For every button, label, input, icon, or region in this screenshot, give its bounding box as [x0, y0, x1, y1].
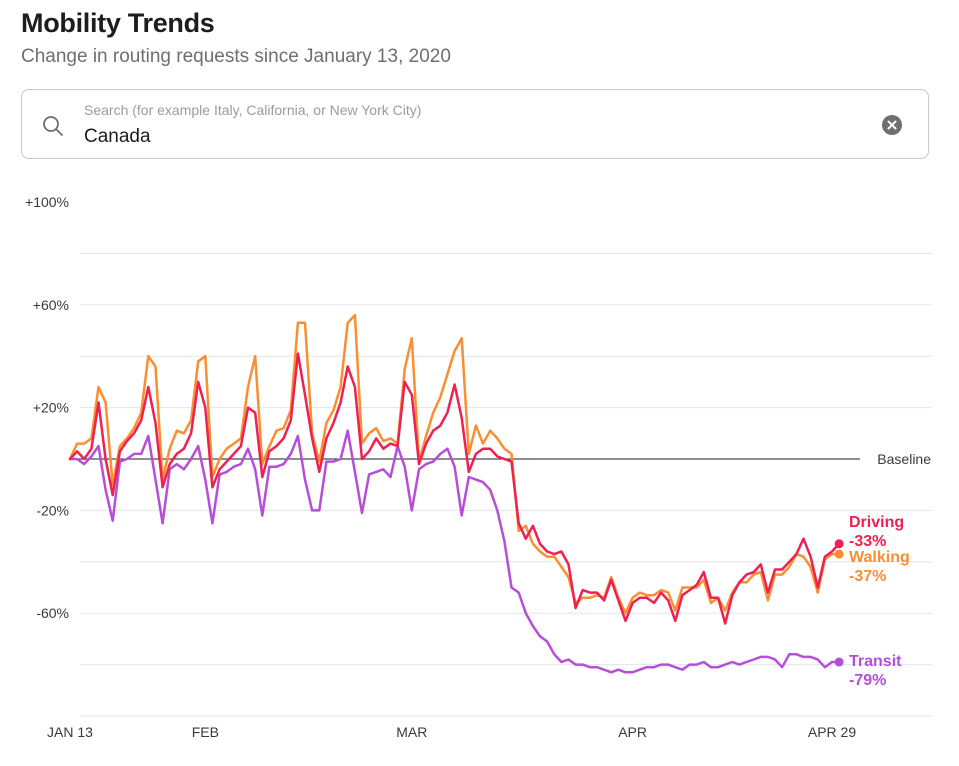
search-input[interactable] — [84, 126, 864, 148]
y-tick-label: +100% — [25, 194, 69, 210]
series-line-walking — [68, 313, 841, 615]
series-endpoint-walking — [834, 549, 844, 559]
x-tick-label: FEB — [192, 724, 219, 740]
y-tick-label: -20% — [36, 502, 69, 518]
y-tick-label: +20% — [33, 400, 69, 416]
series-label-transit: Transit — [849, 653, 902, 670]
series-value-driving: -33% — [849, 533, 886, 550]
series-label-driving: Driving — [849, 514, 904, 531]
baseline-label: Baseline — [877, 451, 931, 467]
page-subtitle: Change in routing requests since January… — [21, 46, 451, 67]
y-tick-label: +60% — [33, 297, 69, 313]
x-tick-label: APR 29 — [808, 724, 856, 740]
series-line-driving — [68, 352, 841, 625]
search-placeholder: Search (for example Italy, California, o… — [84, 102, 422, 118]
series-endpoint-transit — [834, 657, 844, 667]
series-value-walking: -37% — [849, 568, 886, 585]
series-endpoint-driving — [834, 539, 844, 549]
page-title: Mobility Trends — [21, 8, 215, 38]
search-box[interactable]: Search (for example Italy, California, o… — [21, 89, 929, 159]
series-value-transit: -79% — [849, 672, 886, 689]
x-tick-label: APR — [618, 724, 647, 740]
x-tick-label: MAR — [396, 724, 427, 740]
search-icon — [43, 116, 63, 136]
series-label-walking: Walking — [849, 549, 910, 566]
series-line-transit — [68, 429, 841, 674]
clear-icon[interactable] — [881, 114, 903, 136]
x-tick-label: JAN 13 — [47, 724, 93, 740]
y-tick-label: -60% — [36, 605, 69, 621]
